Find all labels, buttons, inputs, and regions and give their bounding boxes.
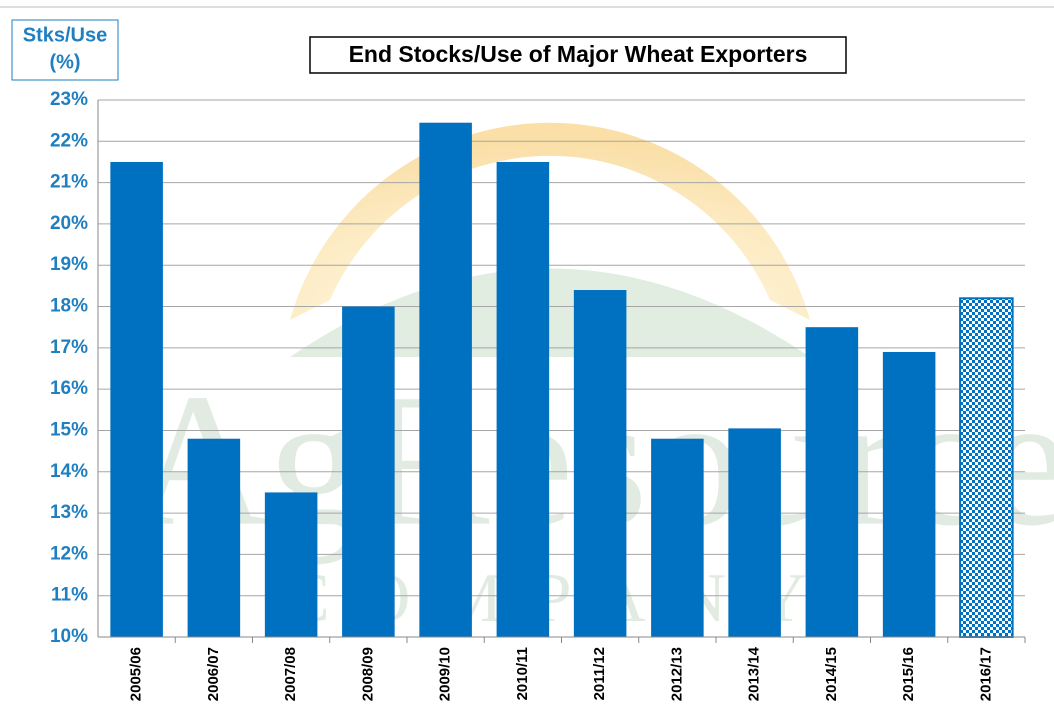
y-tick-label: 20% [50, 213, 88, 234]
bar [574, 290, 627, 637]
x-tick-label: 2011/12 [591, 647, 608, 700]
bar [342, 307, 395, 637]
x-tick-label: 2014/15 [823, 647, 840, 701]
x-tick-label: 2010/11 [514, 647, 531, 700]
bar [883, 352, 936, 637]
y-tick-label: 21% [50, 172, 88, 193]
y-tick-label: 12% [50, 543, 88, 564]
x-tick-label: 2007/08 [282, 647, 299, 701]
y-tick-label: 22% [50, 130, 88, 151]
bar [188, 439, 241, 637]
bar [110, 162, 163, 637]
chart: AgResource COMPANY Stks/Use (%) End Stoc… [0, 0, 1054, 715]
bar [728, 428, 781, 637]
y-tick-label: 16% [50, 378, 88, 399]
y-tick-label: 15% [50, 419, 88, 440]
bar [960, 298, 1013, 637]
y-tick-label: 10% [50, 626, 88, 647]
x-tick-label: 2006/07 [205, 647, 222, 701]
x-tick-label: 2013/14 [746, 646, 763, 701]
x-tick-label: 2008/09 [359, 647, 376, 701]
bar [419, 123, 472, 637]
y-tick-label: 13% [50, 502, 88, 523]
bar [651, 439, 704, 637]
x-tick-label: 2009/10 [437, 647, 454, 701]
y-tick-label: 17% [50, 337, 88, 358]
bar [265, 492, 318, 637]
y-tick-label: 18% [50, 296, 88, 317]
chart-title: End Stocks/Use of Major Wheat Exporters [349, 41, 808, 67]
y-tick-label: 11% [51, 585, 88, 606]
y-tick-label: 23% [50, 89, 88, 110]
y-axis-label: (%) [49, 51, 80, 73]
bar [806, 327, 859, 637]
y-axis-label: Stks/Use [23, 24, 108, 46]
y-tick-label: 14% [50, 461, 88, 482]
x-tick-label: 2012/13 [668, 647, 685, 701]
x-tick-label: 2016/17 [977, 647, 994, 701]
x-tick-label: 2015/16 [900, 647, 917, 701]
x-tick-label: 2005/06 [128, 647, 145, 701]
bar [497, 162, 550, 637]
y-tick-label: 19% [50, 254, 88, 275]
